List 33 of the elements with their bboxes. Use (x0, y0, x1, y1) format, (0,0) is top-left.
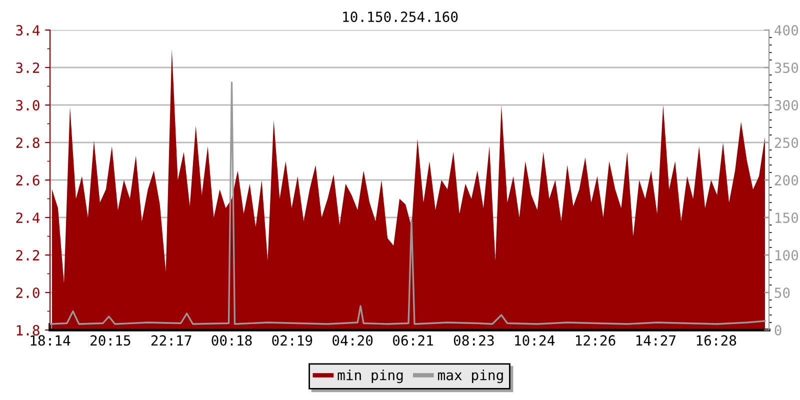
y2-tick-label: 100 (776, 250, 798, 261)
x-tick-label: 08:23 (454, 335, 494, 346)
legend-label: min ping (338, 370, 403, 384)
y2-tick-label: 150 (776, 212, 798, 224)
chart-title: 10.150.254.160 (343, 12, 458, 22)
x-tick-label: 14:27 (636, 335, 676, 346)
x-tick-label: 16:28 (696, 335, 736, 346)
y2-tick-label: 400 (774, 25, 798, 36)
y2-tick-label: 250 (774, 138, 798, 148)
x-tick-label: 22:17 (151, 335, 192, 346)
x-tick-label: 02:19 (272, 335, 312, 346)
y2-tick-label: 350 (774, 62, 798, 74)
y-tick-label: 2.2 (16, 250, 40, 260)
y-tick-label: 2.6 (16, 175, 40, 186)
y-tick-label: 3.0 (16, 100, 40, 111)
y2-tick-label: 300 (774, 100, 798, 111)
y-tick-label: 2.0 (16, 288, 40, 298)
x-tick-label: 10:24 (515, 335, 555, 346)
y2-tick-label: 50 (774, 288, 790, 298)
x-tick-label: 00:18 (212, 335, 252, 346)
y2-tick-label: 0 (774, 325, 782, 336)
x-tick-label: 20:15 (90, 335, 130, 346)
x-tick-label: 04:20 (332, 335, 373, 346)
y-tick-label: 2.8 (16, 138, 40, 148)
y2-tick-label: 200 (774, 175, 798, 186)
legend-label: max ping (438, 370, 503, 384)
x-tick-label: 18:14 (30, 335, 70, 346)
y-tick-label: 3.2 (16, 62, 40, 74)
y-tick-label: 3.4 (16, 25, 40, 36)
x-tick-label: 12:26 (576, 335, 616, 346)
y-tick-label: 1.8 (16, 325, 40, 336)
y-tick-label: 2.4 (16, 212, 40, 223)
x-tick-label: 06:21 (392, 335, 433, 346)
